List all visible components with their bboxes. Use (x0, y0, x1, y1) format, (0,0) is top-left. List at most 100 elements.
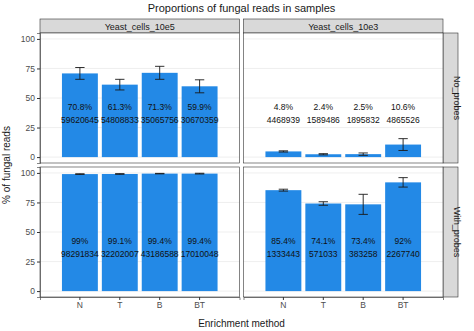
error-bar-cap (195, 173, 204, 174)
y-tick-mark (37, 291, 40, 292)
grid-line (244, 38, 444, 39)
x-tick-label: T (117, 300, 122, 310)
data-label: 2.4% (314, 102, 334, 112)
y-axis-title: % of fungal reads (1, 126, 12, 204)
x-axis-line (244, 298, 444, 301)
panel-background (40, 33, 240, 163)
data-label-reads: 1333443 (267, 249, 300, 259)
error-bar-cap (359, 194, 368, 195)
error-bar (195, 173, 204, 175)
facet-column-label: Yeast_cells_10e5 (105, 22, 175, 32)
error-bar-stem (363, 194, 364, 214)
y-tick-label: 0 (30, 286, 35, 296)
x-axis-title: Enrichment method (198, 318, 285, 329)
data-label: 10.6% (391, 102, 416, 112)
error-bar-stem (403, 139, 404, 151)
x-tick-label: B (157, 300, 163, 310)
error-bar-cap (398, 150, 407, 151)
error-bar-cap (359, 155, 368, 156)
data-label: 59.9% (188, 102, 213, 112)
plot-area (62, 173, 218, 291)
data-label: 70.8% (68, 102, 93, 112)
panel: 4.8%44689392.4%15894862.5%189583210.6%48… (244, 33, 444, 163)
x-axis-line (41, 298, 241, 301)
y-tick: 50 (26, 227, 40, 237)
chart-title: Proportions of fungal reads in samples (148, 2, 336, 14)
data-label-reads: 54808833 (101, 115, 139, 125)
error-bar-cap (279, 191, 288, 192)
error-bar (279, 189, 288, 191)
y-axis-line (37, 34, 41, 164)
plot-area (62, 66, 218, 157)
y-tick-label: 25 (26, 123, 36, 133)
y-tick-mark (37, 202, 40, 203)
x-tick: N (77, 297, 83, 310)
data-label: 2.5% (354, 102, 374, 112)
data-label: 99.4% (188, 236, 213, 246)
y-axis: 0 25 50 75 100 (21, 168, 41, 298)
error-bar-cap (155, 173, 164, 174)
error-bar-cap (195, 79, 204, 80)
grid-line (40, 68, 240, 69)
data-label-reads: 1895832 (347, 115, 380, 125)
error-bar (359, 194, 368, 214)
data-label-reads: 32202007 (101, 249, 139, 259)
y-tick: 75 (26, 64, 40, 74)
x-axis: N T B BT (244, 297, 444, 310)
x-tick: B (157, 297, 163, 310)
grid-line (244, 127, 444, 128)
error-bar-cap (75, 79, 84, 80)
error-bar-stem (159, 66, 160, 79)
data-label: 71.3% (148, 102, 173, 112)
data-label-reads: 2267740 (387, 249, 420, 259)
error-bar-cap (75, 173, 84, 174)
error-bar (75, 173, 84, 175)
error-bar-cap (115, 174, 124, 175)
x-tick: N (280, 297, 286, 310)
error-bar-cap (75, 174, 84, 175)
y-axis-line (37, 168, 41, 298)
x-tick-label: BT (194, 300, 205, 310)
y-tick-label: 0 (30, 152, 35, 162)
error-bar-cap (115, 173, 124, 174)
data-label: 73.4% (351, 236, 376, 246)
error-bar-stem (403, 178, 404, 187)
y-tick-label: 25 (26, 257, 36, 267)
error-bar-cap (398, 177, 407, 178)
error-bar-cap (115, 79, 124, 80)
error-bar-stem (119, 79, 120, 90)
x-tick: T (321, 297, 326, 310)
y-tick-mark (37, 98, 40, 99)
data-label-reads: 1589486 (307, 115, 340, 125)
error-bar-cap (279, 189, 288, 190)
grid-line (40, 38, 240, 39)
data-label: 99.1% (108, 236, 133, 246)
bar (345, 204, 381, 291)
y-tick-label: 100 (21, 34, 35, 44)
error-bar (398, 139, 407, 151)
y-tick: 100 (21, 168, 40, 178)
error-bar (155, 173, 164, 174)
error-bar-cap (398, 187, 407, 188)
bar (142, 174, 178, 291)
panel-background (244, 167, 444, 297)
x-tick-label: B (360, 300, 366, 310)
error-bar-cap (319, 154, 328, 155)
error-bar (279, 151, 288, 152)
y-tick: 75 (26, 198, 40, 208)
error-bar (359, 153, 368, 155)
grid-line (244, 172, 444, 173)
data-label-reads: 4865526 (387, 115, 420, 125)
y-tick-mark (37, 157, 40, 158)
chart-root: Proportions of fungal reads in samples En… (0, 0, 474, 331)
y-tick: 0 (30, 286, 40, 296)
panel-border (244, 167, 444, 297)
data-label-reads: 59620645 (61, 115, 99, 125)
error-bar-cap (195, 92, 204, 93)
bar (305, 204, 341, 292)
plot-area (265, 178, 421, 291)
panel: 85.4%133344374.1%57103373.4%38325892%226… (244, 167, 444, 297)
x-tick: BT (398, 297, 409, 310)
y-tick-mark (37, 128, 40, 129)
facet-row-label: No_probes (452, 76, 462, 121)
